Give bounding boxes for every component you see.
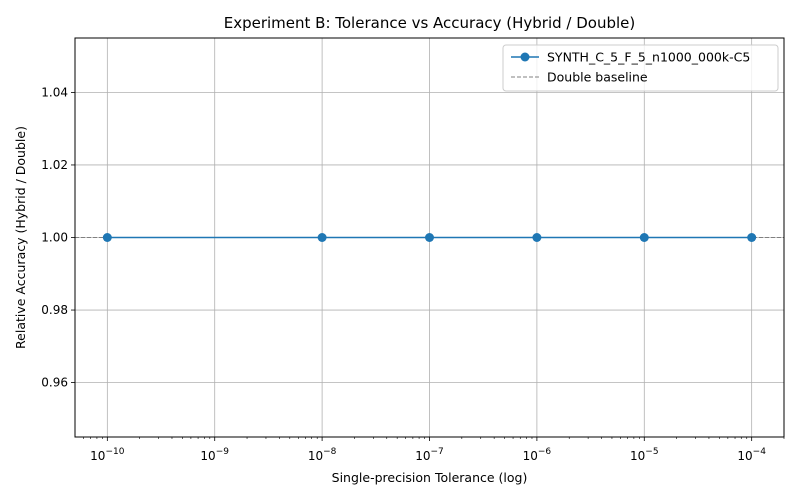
x-axis-ticks: 10−10 10−9 10−8 10−7 10−6 10−5 10−4 (83, 437, 785, 463)
chart-title: Experiment B: Tolerance vs Accuracy (Hyb… (224, 14, 636, 32)
data-point (425, 233, 434, 242)
y-tick-label: 1.04 (41, 85, 68, 99)
y-axis-label: Relative Accuracy (Hybrid / Double) (13, 126, 28, 349)
y-tick-label: 0.96 (41, 376, 68, 390)
series (102, 233, 757, 242)
x-tick-label: 10−5 (630, 447, 659, 463)
y-tick-label: 1.00 (41, 231, 68, 245)
legend-box (502, 44, 779, 92)
data-point (102, 233, 112, 242)
x-tick-label: 10−4 (737, 447, 766, 463)
y-axis-ticks: 0.96 0.98 1.00 1.02 1.04 (41, 85, 75, 390)
legend-baseline-label: Double baseline (547, 70, 648, 85)
legend-series-marker (520, 52, 530, 62)
data-point (317, 233, 327, 242)
x-tick-label: 10−8 (308, 447, 337, 463)
data-point (747, 233, 757, 242)
legend-series-label: SYNTH_C_5_F_5_n1000_000k-C5 (547, 50, 750, 65)
y-tick-label: 0.98 (41, 303, 68, 317)
data-point (532, 233, 542, 242)
x-tick-label: 10−6 (523, 447, 552, 463)
y-tick-label: 1.02 (41, 158, 68, 172)
x-tick-label: 10−9 (200, 447, 229, 463)
data-point (639, 233, 649, 242)
x-axis-label: Single-precision Tolerance (log) (332, 470, 528, 485)
x-tick-label: 10−7 (415, 447, 444, 463)
plot-frame (74, 37, 785, 438)
x-tick-label: 10−10 (90, 447, 125, 463)
legend: SYNTH_C_5_F_5_n1000_000k-C5 Double basel… (502, 44, 779, 92)
